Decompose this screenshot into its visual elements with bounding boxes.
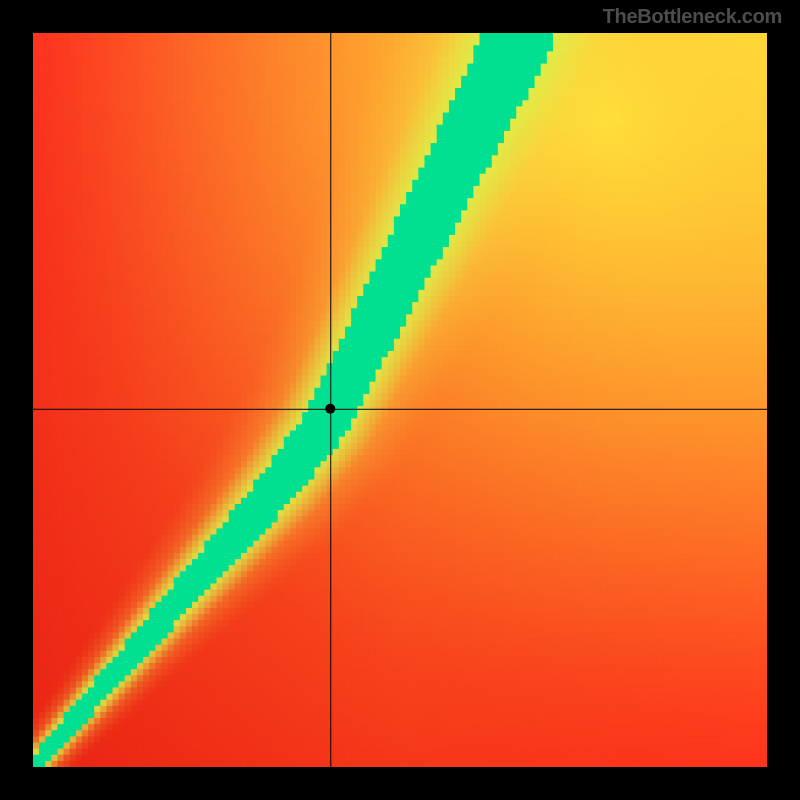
bottleneck-heatmap	[33, 33, 767, 767]
watermark-text: TheBottleneck.com	[603, 6, 782, 29]
